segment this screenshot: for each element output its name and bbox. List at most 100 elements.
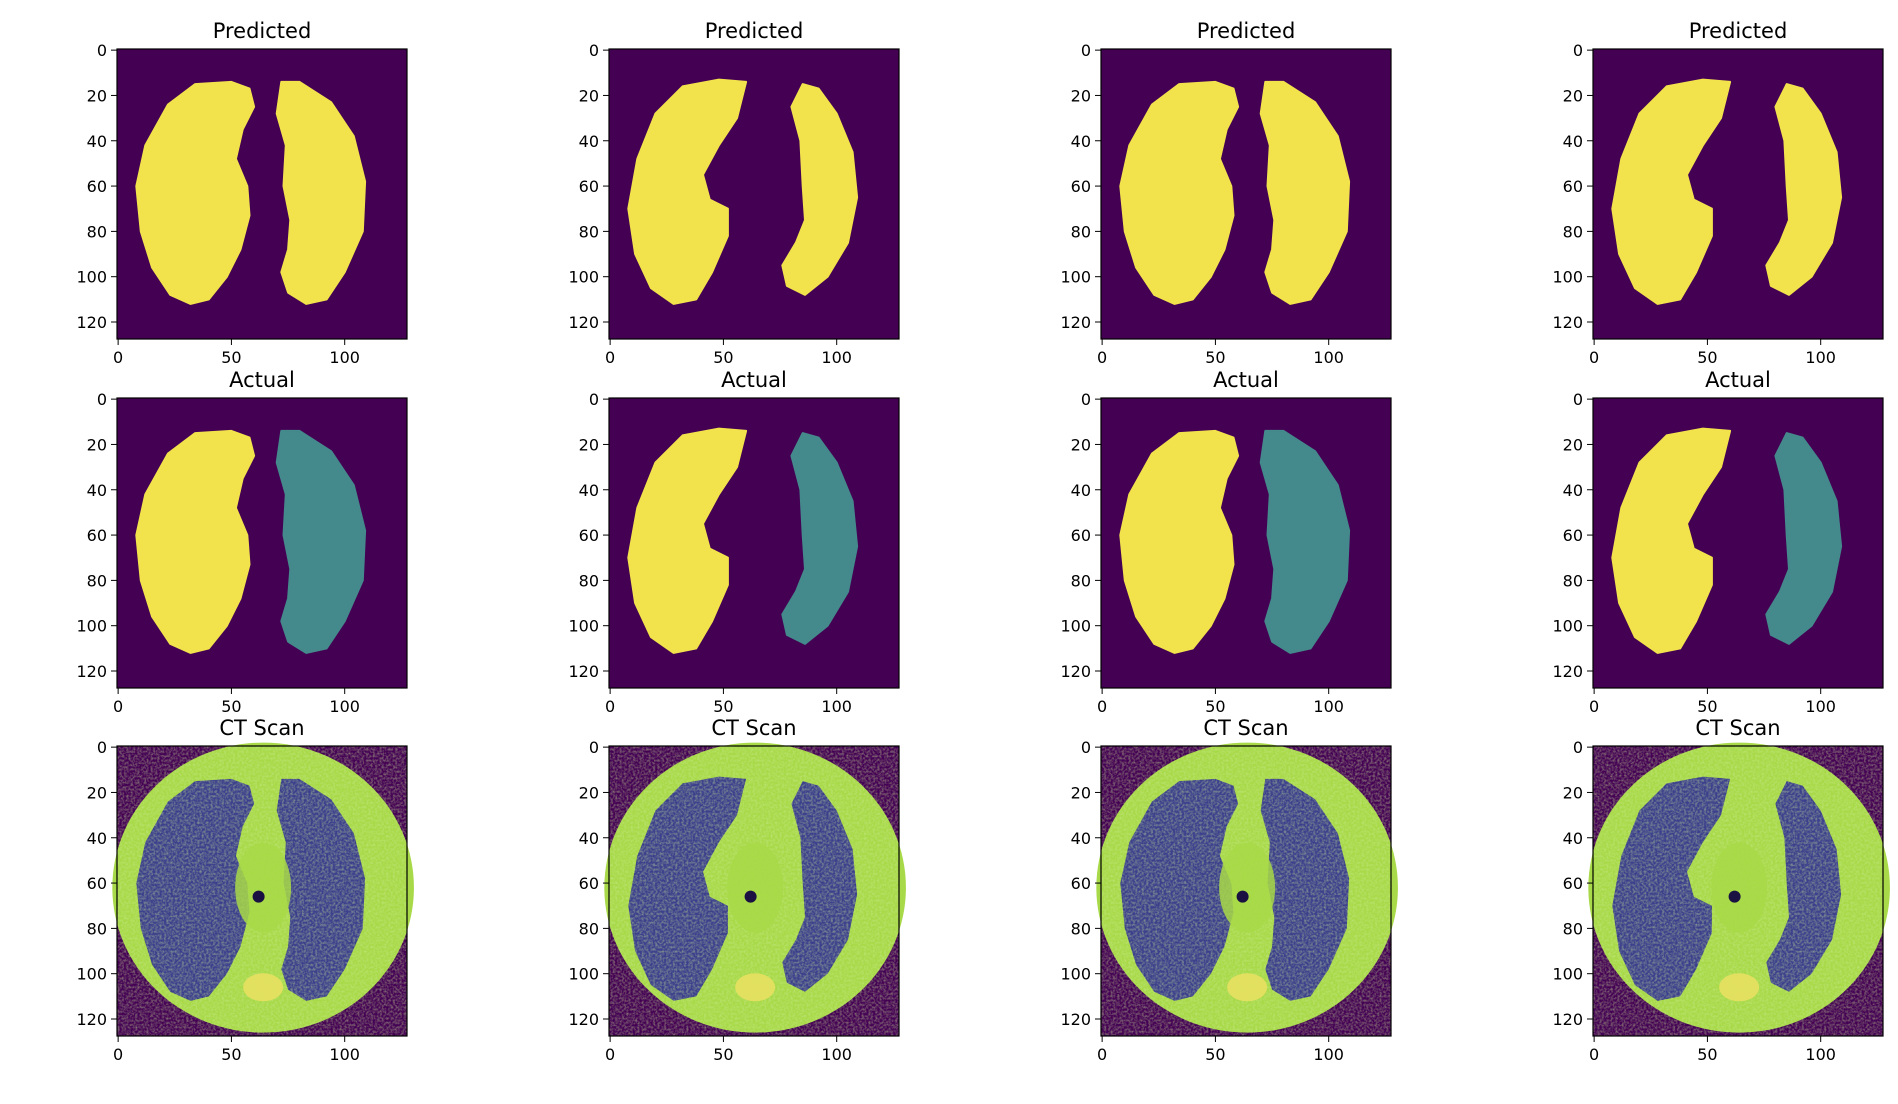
axes-frame bbox=[116, 48, 408, 340]
x-tick-label: 0 bbox=[113, 348, 123, 367]
x-tick-label: 0 bbox=[1589, 697, 1599, 716]
ct-mediastinum bbox=[1711, 842, 1768, 933]
panel-ct-scan-4: CT Scan 0 50 100 0 20 40 60 80 100 120 bbox=[1552, 716, 1890, 1064]
y-tick-label: 60 bbox=[87, 874, 107, 893]
y-tick-label: 20 bbox=[87, 435, 107, 454]
x-tick-label: 100 bbox=[1805, 348, 1836, 367]
y-tick-label: 100 bbox=[1552, 268, 1583, 287]
panel-title: Actual bbox=[229, 368, 295, 392]
y-tick-label: 80 bbox=[579, 571, 599, 590]
x-tick-label: 100 bbox=[1313, 697, 1344, 716]
x-tick-label: 50 bbox=[221, 697, 241, 716]
panel-title: Actual bbox=[1705, 368, 1771, 392]
axes-frame bbox=[1100, 745, 1392, 1037]
y-tick-label: 60 bbox=[579, 177, 599, 196]
x-tick-label: 50 bbox=[1697, 348, 1717, 367]
y-tick-label: 80 bbox=[1071, 571, 1091, 590]
y-tick-label: 100 bbox=[76, 965, 107, 984]
ct-mediastinum bbox=[1219, 842, 1276, 933]
x-tick-label: 100 bbox=[329, 348, 360, 367]
y-tick-label: 40 bbox=[1563, 829, 1583, 848]
right-lung-mask bbox=[1765, 83, 1843, 296]
left-lung-mask bbox=[1119, 80, 1240, 305]
x-tick-label: 100 bbox=[1313, 348, 1344, 367]
right-lung-mask bbox=[275, 429, 367, 654]
y-tick-label: 80 bbox=[87, 222, 107, 241]
y-tick-label: 100 bbox=[1060, 965, 1091, 984]
x-tick-label: 0 bbox=[605, 348, 615, 367]
panel-predicted-1: Predicted 0 50 100 0 20 40 60 80 100 120 bbox=[76, 19, 408, 367]
y-tick-label: 40 bbox=[579, 481, 599, 500]
panel-title: CT Scan bbox=[1203, 716, 1288, 740]
y-tick-label: 60 bbox=[579, 526, 599, 545]
y-tick-label: 0 bbox=[1081, 738, 1091, 757]
y-tick-label: 40 bbox=[1563, 132, 1583, 151]
ct-mediastinum bbox=[235, 842, 292, 933]
y-tick-label: 40 bbox=[1563, 481, 1583, 500]
y-tick-label: 80 bbox=[87, 919, 107, 938]
ct-spine bbox=[735, 973, 776, 1002]
y-tick-label: 120 bbox=[1060, 662, 1091, 681]
y-tick-label: 100 bbox=[568, 965, 599, 984]
panel-predicted-3: Predicted 0 50 100 0 20 40 60 80 100 120 bbox=[1060, 19, 1392, 367]
left-lung-mask bbox=[1611, 427, 1732, 654]
x-tick-label: 50 bbox=[713, 348, 733, 367]
y-tick-label: 80 bbox=[1071, 919, 1091, 938]
y-tick-label: 40 bbox=[87, 132, 107, 151]
y-tick-label: 20 bbox=[1071, 783, 1091, 802]
y-tick-label: 120 bbox=[568, 1010, 599, 1029]
x-tick-label: 100 bbox=[1805, 1045, 1836, 1064]
y-tick-label: 0 bbox=[97, 41, 107, 60]
panel-title: CT Scan bbox=[219, 716, 304, 740]
y-tick-label: 120 bbox=[1552, 1010, 1583, 1029]
y-tick-label: 100 bbox=[1060, 617, 1091, 636]
y-tick-label: 60 bbox=[1563, 874, 1583, 893]
x-tick-label: 50 bbox=[221, 348, 241, 367]
left-lung-mask bbox=[627, 78, 748, 305]
y-tick-label: 0 bbox=[589, 390, 599, 409]
right-lung-mask bbox=[1765, 432, 1843, 645]
panel-ct-scan-1: CT Scan 0 50 100 0 20 40 60 80 100 120 bbox=[76, 716, 414, 1064]
x-tick-label: 100 bbox=[329, 697, 360, 716]
ct-spine bbox=[1227, 973, 1268, 1002]
x-tick-label: 50 bbox=[1205, 697, 1225, 716]
panel-predicted-4: Predicted 0 50 100 0 20 40 60 80 100 120 bbox=[1552, 19, 1884, 367]
y-tick-label: 60 bbox=[1071, 526, 1091, 545]
axes-frame bbox=[608, 48, 900, 340]
y-tick-label: 0 bbox=[1573, 390, 1583, 409]
y-tick-label: 80 bbox=[1563, 571, 1583, 590]
y-tick-label: 0 bbox=[1573, 41, 1583, 60]
left-lung-mask bbox=[1611, 78, 1732, 305]
panel-title: Predicted bbox=[1689, 19, 1788, 43]
y-tick-label: 0 bbox=[97, 738, 107, 757]
axes-frame bbox=[608, 745, 900, 1037]
y-tick-label: 100 bbox=[76, 268, 107, 287]
y-tick-label: 20 bbox=[1563, 783, 1583, 802]
x-tick-label: 0 bbox=[1097, 697, 1107, 716]
right-lung-mask bbox=[781, 432, 859, 645]
ct-airway bbox=[744, 890, 757, 903]
y-tick-label: 40 bbox=[579, 829, 599, 848]
y-tick-label: 80 bbox=[579, 919, 599, 938]
y-tick-label: 0 bbox=[1081, 41, 1091, 60]
y-tick-label: 0 bbox=[97, 390, 107, 409]
x-tick-label: 0 bbox=[605, 1045, 615, 1064]
panel-title: Predicted bbox=[705, 19, 804, 43]
y-tick-label: 20 bbox=[87, 783, 107, 802]
ct-airway bbox=[252, 890, 265, 903]
y-tick-label: 60 bbox=[1071, 177, 1091, 196]
y-tick-label: 60 bbox=[1071, 874, 1091, 893]
panel-title: Predicted bbox=[213, 19, 312, 43]
x-tick-label: 50 bbox=[713, 697, 733, 716]
y-tick-label: 60 bbox=[1563, 177, 1583, 196]
ct-spine bbox=[243, 973, 284, 1002]
x-tick-label: 100 bbox=[329, 1045, 360, 1064]
y-tick-label: 40 bbox=[1071, 829, 1091, 848]
y-tick-label: 40 bbox=[1071, 481, 1091, 500]
ct-airway bbox=[1236, 890, 1249, 903]
panel-ct-scan-3: CT Scan 0 50 100 0 20 40 60 80 100 120 bbox=[1060, 716, 1398, 1064]
left-lung-mask bbox=[135, 80, 256, 305]
right-lung-mask bbox=[1259, 429, 1351, 654]
panel-title: CT Scan bbox=[711, 716, 796, 740]
